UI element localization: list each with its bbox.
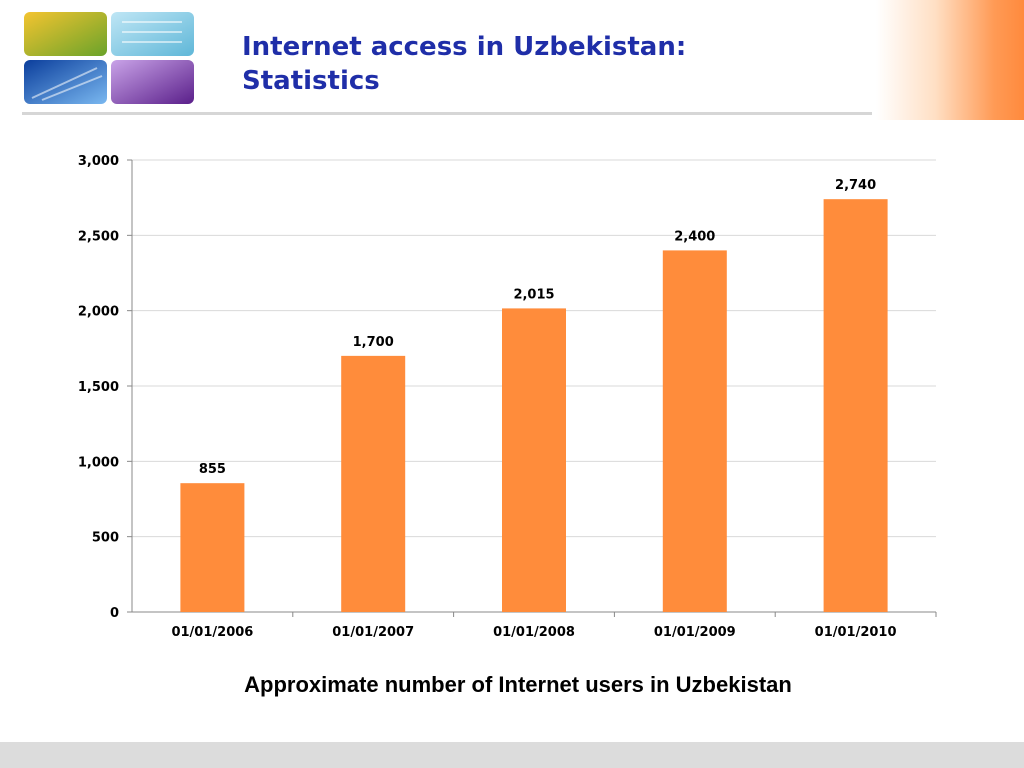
- y-tick-label: 1,500: [78, 380, 119, 395]
- x-tick-label: 01/01/2008: [493, 625, 575, 640]
- y-tick-label: 500: [92, 531, 119, 546]
- header-logo-collage: [22, 10, 196, 106]
- bar-chart: 0 500 1,000 1,500 2,000 2,500 3,000 855 01/01/20…: [0, 140, 1024, 650]
- page-title: Internet access in Uzbekistan: Statistic…: [242, 30, 842, 98]
- x-tick-label: 01/01/2007: [332, 625, 414, 640]
- bar-value-label: 2,400: [674, 229, 715, 244]
- bar: [341, 355, 406, 612]
- bar: [662, 250, 727, 612]
- corner-accent-gradient: [876, 0, 1024, 120]
- x-tick-label: 01/01/2010: [815, 625, 897, 640]
- x-tick-label: 01/01/2006: [171, 625, 253, 640]
- bar: [502, 308, 566, 612]
- bar: [180, 483, 245, 612]
- y-tick-label: 2,000: [78, 305, 119, 320]
- chart-caption: Approximate number of Internet users in …: [244, 672, 792, 697]
- title-line-2: Statistics: [242, 66, 380, 96]
- chart-svg: 0 500 1,000 1,500 2,000 2,500 3,000 855 01/01/20…: [78, 154, 937, 640]
- footer-bar: [0, 742, 1024, 768]
- y-tick-label: 0: [110, 606, 119, 621]
- header-divider: [22, 112, 872, 115]
- y-tick-label: 2,500: [78, 229, 119, 244]
- bar: [823, 199, 888, 612]
- x-tick-label: 01/01/2009: [654, 625, 736, 640]
- y-tick-label: 1,000: [78, 455, 119, 470]
- title-line-1: Internet access in Uzbekistan:: [242, 32, 687, 62]
- bar-value-label: 1,700: [353, 335, 394, 350]
- bar-value-label: 2,740: [835, 178, 876, 193]
- bar-value-label: 855: [199, 462, 226, 477]
- bar-value-label: 2,015: [513, 287, 554, 302]
- y-tick-label: 3,000: [78, 154, 119, 169]
